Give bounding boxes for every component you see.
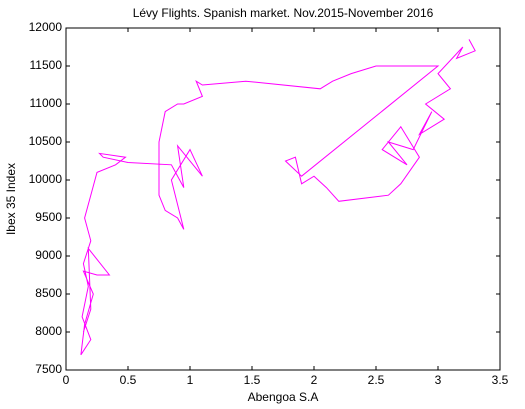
y-axis-label: Ibex 35 Index [4,163,18,235]
y-tick-label: 9000 [35,248,62,262]
x-tick-label: 1.5 [244,373,261,387]
x-tick-label: 2 [311,373,318,387]
y-tick-label: 8500 [35,286,62,300]
y-tick-label: 9500 [35,210,62,224]
x-tick-label: 3.5 [492,373,509,387]
x-tick-label: 1 [187,373,194,387]
plot-frame [65,27,501,371]
y-tick-label: 7500 [35,362,62,376]
y-tick-label: 10500 [29,134,63,148]
x-axis-label: Abengoa S.A [248,390,319,404]
y-tick-label: 8000 [35,324,62,338]
y-tick-label: 11000 [30,96,63,110]
x-tick-label: 3 [435,373,442,387]
x-tick-label: 0 [63,373,70,387]
data-line [80,39,476,356]
x-tick-label: 2.5 [368,373,385,387]
y-tick-label: 12000 [29,20,63,34]
chart-title: Lévy Flights. Spanish market. Nov.2015-N… [133,6,434,20]
x-tick-label: 0.5 [120,373,137,387]
y-tick-label: 10000 [29,172,63,186]
y-tick-label: 11500 [30,58,63,72]
